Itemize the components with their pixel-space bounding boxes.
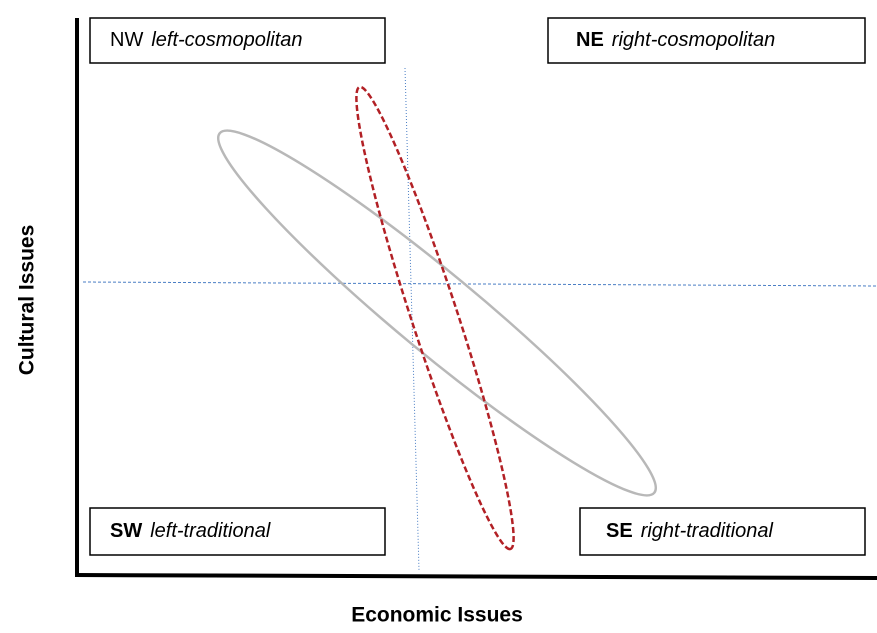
se-box	[579, 507, 866, 556]
gray-ellipse	[216, 129, 658, 497]
label-part: SW	[110, 520, 142, 542]
se-label: SE right-traditional	[606, 520, 774, 542]
label-part: right-cosmopolitan	[612, 29, 775, 51]
label-part: right-traditional	[641, 520, 774, 542]
sw-label: SW left-traditional	[110, 520, 271, 542]
x-axis	[74, 573, 877, 580]
label-part: SE	[606, 520, 633, 542]
sw-box	[89, 507, 386, 556]
nw-label: NW left-cosmopolitan	[110, 29, 303, 51]
label-part: NE	[576, 29, 604, 51]
label-part: left-cosmopolitan	[151, 29, 302, 51]
nw-box	[89, 17, 386, 64]
red-ellipse	[355, 85, 515, 551]
ne-box	[547, 17, 866, 64]
y-axis-label: Cultural Issues	[16, 225, 39, 376]
label-part: left-traditional	[150, 520, 271, 542]
x-axis-label: Economic Issues	[351, 604, 523, 627]
label-part: NW	[110, 29, 143, 51]
horizontal-midline	[82, 281, 877, 287]
ne-label: NE right-cosmopolitan	[576, 29, 775, 51]
